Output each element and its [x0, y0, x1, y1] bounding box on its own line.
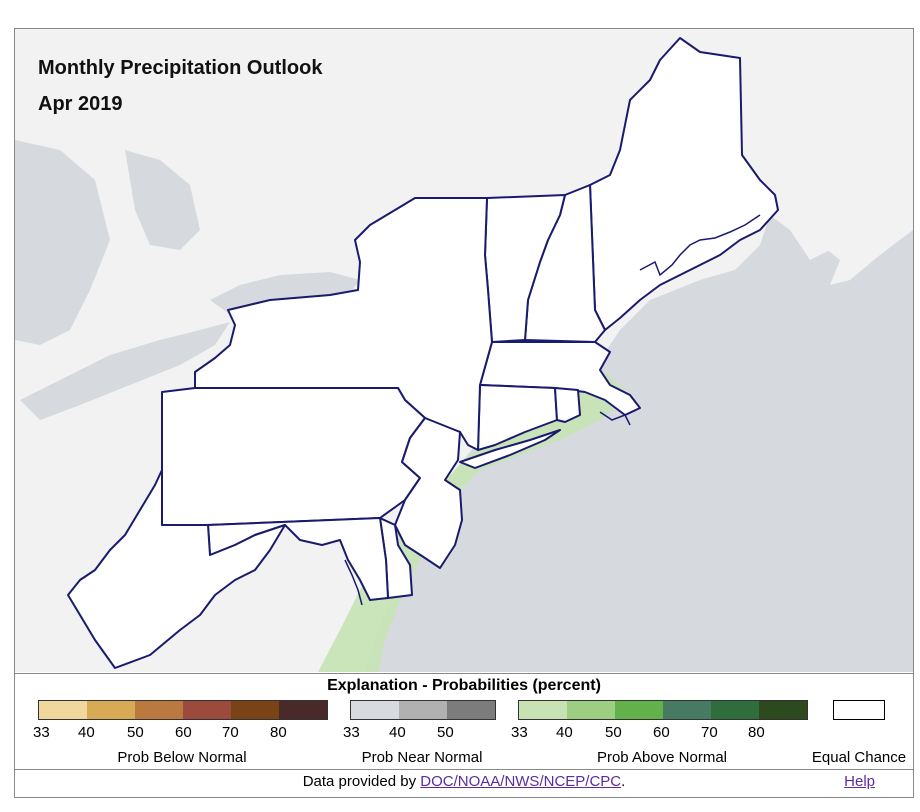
- state-borders: [67, 37, 779, 669]
- above-swatch-40: [567, 701, 615, 719]
- coastline-details: [344, 214, 761, 606]
- near-tick: 33: [343, 724, 360, 741]
- above-tick: 50: [605, 724, 622, 741]
- above-swatch-33: [519, 701, 567, 719]
- below-swatch-40: [87, 701, 135, 719]
- above-tick: 80: [748, 724, 765, 741]
- above-swatch-60: [663, 701, 711, 719]
- legend-heading: Explanation - Probabilities (percent): [327, 677, 601, 694]
- below-tick: 60: [175, 724, 192, 741]
- equal-chance-label: Equal Chance: [811, 749, 907, 766]
- state-pennsylvania: [161, 387, 426, 526]
- equal-chance-swatch: [833, 700, 885, 720]
- above-normal-swatches: [518, 700, 808, 720]
- below-tick: 33: [33, 724, 50, 741]
- map-date: Apr 2019: [38, 93, 123, 115]
- lake-erie: [20, 322, 230, 420]
- below-tick: 70: [222, 724, 239, 741]
- above-normal-label: Prob Above Normal: [596, 749, 728, 766]
- below-swatch-50: [135, 701, 183, 719]
- below-normal-swatches: [38, 700, 328, 720]
- above-swatch-70: [711, 701, 759, 719]
- data-credit: Data provided by DOC/NOAA/NWS/NCEP/CPC.: [15, 773, 913, 790]
- below-tick: 40: [78, 724, 95, 741]
- below-swatch-70: [231, 701, 279, 719]
- legend: Explanation - Probabilities (percent) 33…: [15, 673, 913, 797]
- land-maritimes: [790, 150, 913, 285]
- below-tick: 80: [270, 724, 287, 741]
- state-west-virginia: [67, 469, 286, 669]
- lake-huron: [15, 140, 110, 345]
- near-tick: 50: [437, 724, 454, 741]
- above-tick: 60: [653, 724, 670, 741]
- legend-bottom-divider: [15, 769, 913, 770]
- precipitation-outlook-map: [15, 29, 913, 672]
- legend-top-divider: [15, 673, 913, 674]
- near-tick: 40: [389, 724, 406, 741]
- below-swatch-60: [183, 701, 231, 719]
- above-swatch-50: [615, 701, 663, 719]
- above-tick: 33: [511, 724, 528, 741]
- below-tick: 50: [127, 724, 144, 741]
- near-normal-label: Prob Near Normal: [361, 749, 483, 766]
- state-maine: [589, 37, 779, 331]
- credit-prefix: Data provided by: [302, 773, 421, 790]
- credit-link[interactable]: DOC/NOAA/NWS/NCEP/CPC: [420, 773, 622, 790]
- credit-suffix: .: [621, 773, 626, 790]
- below-swatch-80: [279, 701, 327, 719]
- near-normal-swatches: [350, 700, 496, 720]
- map-title: Monthly Precipitation Outlook: [38, 57, 323, 79]
- state-new-jersey: [394, 417, 463, 569]
- lake-huron-east: [125, 150, 200, 250]
- state-rhode-island: [554, 387, 581, 423]
- near-swatch-50: [447, 701, 495, 719]
- above-swatch-80: [759, 701, 807, 719]
- above-tick: 70: [701, 724, 718, 741]
- near-swatch-33: [351, 701, 399, 719]
- help-link[interactable]: Help: [844, 773, 875, 790]
- below-normal-label: Prob Below Normal: [117, 749, 247, 766]
- state-long-island: [459, 429, 561, 469]
- above-tick: 40: [556, 724, 573, 741]
- below-swatch-33: [39, 701, 87, 719]
- near-swatch-40: [399, 701, 447, 719]
